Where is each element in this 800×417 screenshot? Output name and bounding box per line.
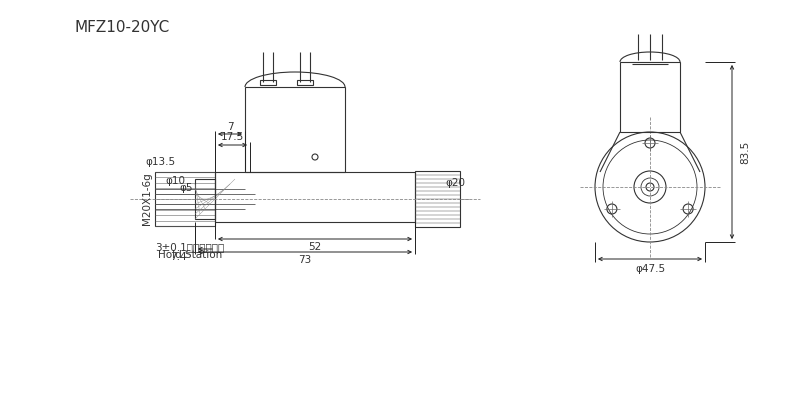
Text: 3±0.1（吸合位置）: 3±0.1（吸合位置） xyxy=(155,242,225,252)
Bar xyxy=(620,62,680,132)
Text: φ5: φ5 xyxy=(179,183,193,193)
Bar xyxy=(260,80,276,85)
Text: 52: 52 xyxy=(308,242,322,252)
Text: φ13.5: φ13.5 xyxy=(146,157,176,167)
Text: φ10: φ10 xyxy=(165,176,185,186)
Text: 83.5: 83.5 xyxy=(740,141,750,163)
Text: MFZ10-20YC: MFZ10-20YC xyxy=(75,20,170,35)
Text: φ47.5: φ47.5 xyxy=(635,264,665,274)
Text: 17.5: 17.5 xyxy=(221,132,244,142)
Text: 7: 7 xyxy=(226,122,234,132)
Bar xyxy=(245,87,345,172)
Text: 7.4: 7.4 xyxy=(170,252,187,262)
Bar xyxy=(415,171,460,227)
Bar xyxy=(195,179,215,219)
Bar xyxy=(155,172,215,226)
Text: Hold Station: Hold Station xyxy=(158,250,222,260)
Text: M20X1-6g: M20X1-6g xyxy=(142,173,152,225)
Bar xyxy=(215,172,415,222)
Text: 73: 73 xyxy=(298,255,312,265)
Text: φ20: φ20 xyxy=(445,178,465,188)
Bar xyxy=(297,80,313,85)
